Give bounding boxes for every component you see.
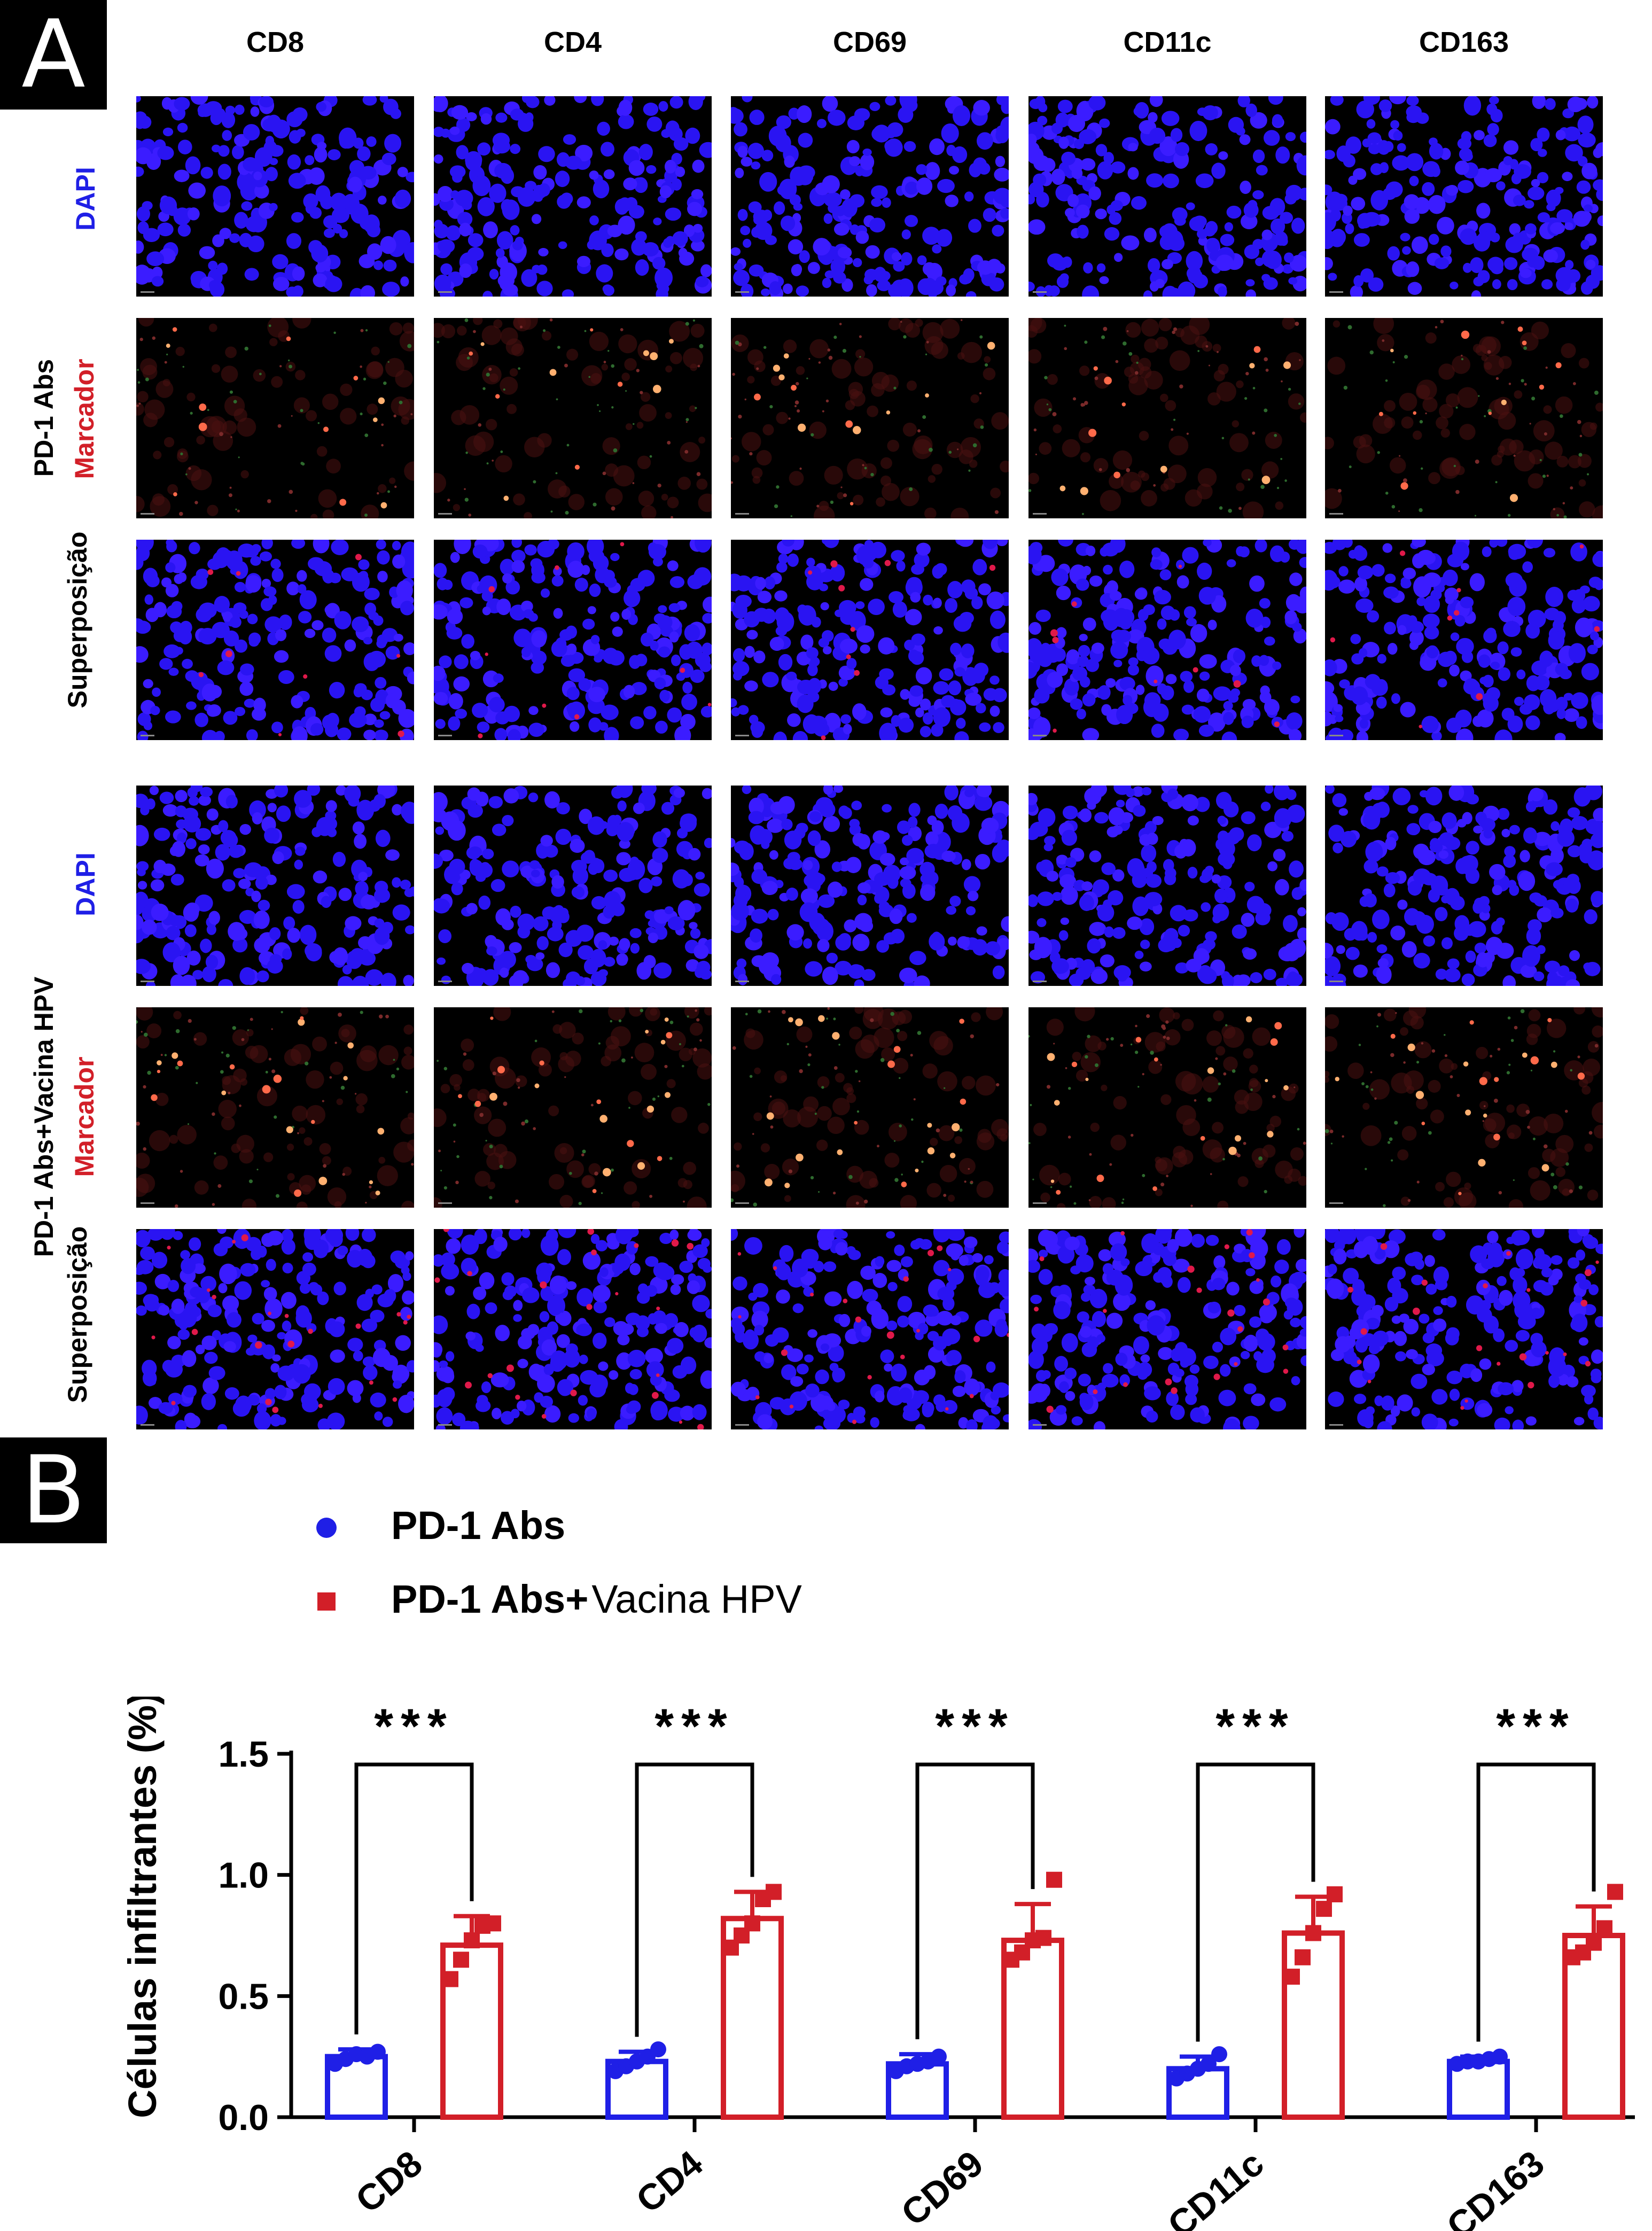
data-point-pd1-vacina: [1607, 1884, 1623, 1900]
bar-pd1-vacina-cd11c: [1282, 1930, 1345, 2120]
data-point-pd1-vacina: [1327, 1886, 1343, 1902]
micrograph-marker-cd4: [434, 1007, 712, 1208]
significance-label: ***: [654, 1699, 734, 1754]
y-tick-label: 1.5: [218, 1734, 269, 1775]
data-point-pd1-vacina: [1586, 1934, 1602, 1951]
panel-a-label: A: [0, 0, 107, 110]
panel-b-label: B: [0, 1437, 107, 1543]
legend-label-pd1: PD-1 Abs: [391, 1503, 566, 1548]
significance-label: ***: [1496, 1699, 1576, 1754]
micrograph-dapi-cd69: [731, 96, 1009, 297]
micrograph-marker-cd8: [136, 318, 414, 518]
data-point-pd1-vacina: [766, 1884, 782, 1900]
significance-label: ***: [935, 1699, 1015, 1754]
micrograph-dapi-cd11c: [1028, 96, 1306, 297]
micrograph-marker-cd163: [1325, 318, 1603, 518]
micrograph-overlay-cd8: [136, 540, 414, 740]
data-point-pd1-vacina: [1035, 1930, 1051, 1946]
micrograph-overlay-cd69: [731, 540, 1009, 740]
micrograph-dapi-cd8: [136, 96, 414, 297]
group-label-pd1-abs-vacina: PD-1 Abs+Vacina HPV: [29, 976, 59, 1257]
micrograph-marker-cd69: [731, 318, 1009, 518]
legend-circle-icon: [316, 1518, 337, 1538]
micrograph-overlay-cd4: [434, 540, 712, 740]
micrograph-marker-cd69: [731, 1007, 1009, 1208]
legend-square-icon: [317, 1592, 336, 1611]
row-label-marker-group2: Marcador: [69, 1056, 99, 1177]
legend-label-pd1-vacina-b: Vacina HPV: [591, 1577, 802, 1621]
column-header-cd4: CD4: [543, 26, 602, 58]
data-point-pd1: [1201, 2056, 1217, 2072]
bar-pd1-vacina-cd8: [440, 1942, 503, 2120]
micrograph-dapi-cd4: [434, 96, 712, 297]
significance-label: ***: [374, 1699, 454, 1754]
row-label-dapi-group2: DAPI: [71, 852, 100, 916]
micrograph-marker-cd8: [136, 1007, 414, 1208]
micrograph-overlay-cd69: [731, 1229, 1009, 1429]
micrograph-overlay-cd4: [434, 1229, 712, 1429]
micrograph-marker-cd11c: [1028, 318, 1306, 518]
data-point-pd1-vacina: [1316, 1901, 1332, 1917]
data-point-pd1: [931, 2048, 947, 2065]
significance-bracket: [635, 1762, 754, 2037]
data-point-pd1-vacina: [1295, 1949, 1311, 1965]
micrograph-overlay-cd163: [1325, 540, 1603, 740]
significance-bracket: [1476, 1762, 1596, 2042]
row-label-dapi-group1: DAPI: [71, 167, 100, 231]
data-point-pd1: [1492, 2048, 1508, 2065]
micrograph-dapi-cd163: [1325, 786, 1603, 986]
micrograph-dapi-cd11c: [1028, 786, 1306, 986]
data-point-pd1-vacina: [464, 1932, 480, 1949]
significance-bracket: [1196, 1762, 1315, 2042]
micrograph-dapi-cd4: [434, 786, 712, 986]
y-tick-label: 1.0: [218, 1855, 269, 1896]
data-point-pd1: [650, 2041, 666, 2058]
micrograph-dapi-cd163: [1325, 96, 1603, 297]
group-label-pd1-abs: PD-1 Abs: [29, 359, 59, 477]
micrograph-overlay-cd8: [136, 1229, 414, 1429]
significance-label: ***: [1215, 1699, 1295, 1754]
data-point-pd1-vacina: [1596, 1920, 1612, 1937]
y-tick-label: 0.0: [218, 2097, 269, 2138]
column-header-cd163: CD163: [1419, 26, 1509, 58]
data-point-pd1-vacina: [453, 1952, 469, 1968]
column-header-cd8: CD8: [246, 26, 305, 58]
micrograph-dapi-cd8: [136, 786, 414, 986]
micrograph-marker-cd163: [1325, 1007, 1603, 1208]
row-label-marker-group1: Marcador: [69, 359, 99, 479]
micrograph-marker-cd4: [434, 318, 712, 518]
x-tick-label-cd8: CD8: [348, 2143, 430, 2221]
data-point-pd1-vacina: [442, 1971, 458, 1987]
column-header-cd69: CD69: [832, 26, 907, 58]
micrograph-overlay-cd11c: [1028, 1229, 1306, 1429]
data-point-pd1-vacina: [1284, 1969, 1300, 1985]
x-tick-label-cd163: CD163: [1439, 2143, 1552, 2231]
data-point-pd1-vacina: [1305, 1925, 1321, 1941]
y-tick-label: 0.5: [218, 1976, 269, 2017]
significance-bracket: [354, 1762, 474, 2035]
column-header-cd11c: CD11c: [1123, 26, 1212, 58]
x-tick-label-cd11c: CD11c: [1160, 2143, 1272, 2231]
x-tick-label-cd69: CD69: [894, 2143, 991, 2231]
data-point-pd1: [370, 2043, 386, 2060]
data-point-pd1: [1211, 2046, 1227, 2063]
micrograph-overlay-cd163: [1325, 1229, 1603, 1429]
x-tick-label-cd4: CD4: [629, 2143, 711, 2221]
data-point-pd1-vacina: [744, 1915, 760, 1932]
bar-chart: Células infiltrantes (%) 0.0 0.5 1.0 1.5 CD8…: [120, 1697, 1635, 2231]
micrograph-dapi-cd69: [731, 786, 1009, 986]
row-label-overlay-group1: Superposição: [63, 531, 92, 709]
legend-label-pd1-vacina: PD-1 Abs+Vacina HPV: [391, 1576, 802, 1622]
legend-label-pd1-vacina-a: PD-1 Abs+: [391, 1577, 589, 1621]
micrograph-marker-cd11c: [1028, 1007, 1306, 1208]
y-axis-label: Células infiltrantes (%): [120, 1697, 165, 2118]
row-label-overlay-group2: Superposição: [63, 1226, 92, 1403]
data-point-pd1-vacina: [1046, 1871, 1062, 1888]
significance-bracket: [915, 1762, 1035, 2040]
data-point-pd1-vacina: [485, 1915, 501, 1932]
micrograph-overlay-cd11c: [1028, 540, 1306, 740]
